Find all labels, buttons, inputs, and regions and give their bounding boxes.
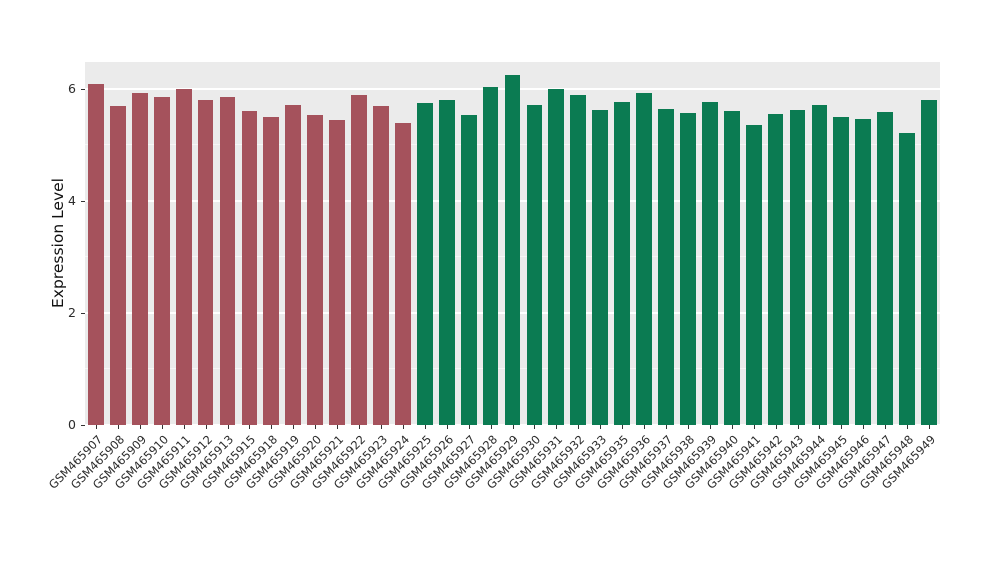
x-tick	[271, 425, 273, 429]
bar	[789, 110, 806, 425]
bar	[285, 105, 302, 425]
y-tick	[81, 425, 85, 426]
bar	[636, 92, 652, 425]
x-tick	[490, 425, 492, 429]
x-tick	[907, 425, 909, 429]
bar	[416, 102, 433, 425]
x-tick	[600, 425, 602, 429]
y-tick-label: 4	[68, 192, 76, 208]
bar	[109, 105, 126, 425]
x-tick	[885, 425, 887, 429]
bar	[855, 119, 872, 425]
bar	[833, 116, 850, 425]
x-tick	[227, 425, 229, 429]
bar	[504, 75, 521, 425]
bar	[329, 119, 345, 425]
bar	[394, 122, 411, 425]
bar	[526, 104, 543, 425]
x-tick	[665, 425, 667, 429]
bar	[307, 114, 324, 425]
y-tick	[81, 200, 85, 202]
x-tick	[797, 425, 799, 429]
bar	[153, 97, 170, 425]
bar	[219, 96, 236, 425]
bar	[373, 105, 389, 425]
bar	[88, 83, 104, 425]
x-tick	[819, 425, 821, 429]
bar	[658, 109, 674, 425]
bar	[921, 100, 937, 425]
bar	[548, 88, 565, 425]
bar	[131, 92, 148, 425]
bar	[701, 101, 718, 425]
bar	[438, 99, 455, 425]
y-axis-title: Expression Level	[49, 178, 67, 308]
x-tick	[622, 425, 624, 429]
y-tick-label: 2	[68, 304, 76, 320]
x-tick	[841, 425, 843, 429]
x-tick	[402, 425, 404, 429]
y-tick-label: 6	[68, 80, 76, 96]
x-tick	[929, 425, 931, 429]
x-tick	[95, 425, 97, 429]
plot-panel	[85, 62, 940, 426]
x-tick	[117, 425, 119, 429]
x-tick	[709, 425, 711, 429]
x-tick	[863, 425, 865, 429]
bar	[175, 88, 192, 425]
x-tick	[249, 425, 251, 429]
x-tick	[315, 425, 317, 429]
x-tick	[380, 425, 382, 429]
bar	[351, 95, 367, 425]
x-tick	[753, 425, 755, 429]
y-tick	[81, 312, 85, 314]
x-tick	[556, 425, 558, 429]
x-tick	[775, 425, 777, 429]
x-tick	[644, 425, 646, 429]
bar	[811, 104, 828, 425]
x-tick	[139, 425, 141, 429]
x-tick	[578, 425, 580, 429]
bar	[241, 111, 258, 425]
x-tick	[468, 425, 470, 429]
x-tick	[446, 425, 448, 429]
x-tick	[687, 425, 689, 429]
bar	[679, 112, 696, 425]
x-tick	[731, 425, 733, 429]
x-tick	[359, 425, 361, 429]
x-tick	[337, 425, 339, 429]
bar	[197, 100, 214, 425]
bar	[570, 94, 587, 425]
bar	[592, 110, 609, 425]
x-tick	[183, 425, 185, 429]
bar	[767, 114, 784, 425]
bar	[263, 116, 280, 425]
x-tick	[534, 425, 536, 429]
y-tick-label: 0	[68, 417, 76, 432]
x-tick	[424, 425, 426, 429]
x-tick	[161, 425, 163, 429]
bar	[745, 125, 762, 425]
x-tick	[205, 425, 207, 429]
bar	[460, 114, 477, 425]
bar	[482, 86, 499, 425]
y-tick	[81, 88, 85, 90]
bar	[877, 112, 894, 425]
x-tick	[512, 425, 514, 429]
bar	[723, 110, 740, 425]
bar	[899, 132, 915, 425]
bar	[614, 102, 630, 425]
x-tick	[293, 425, 295, 429]
